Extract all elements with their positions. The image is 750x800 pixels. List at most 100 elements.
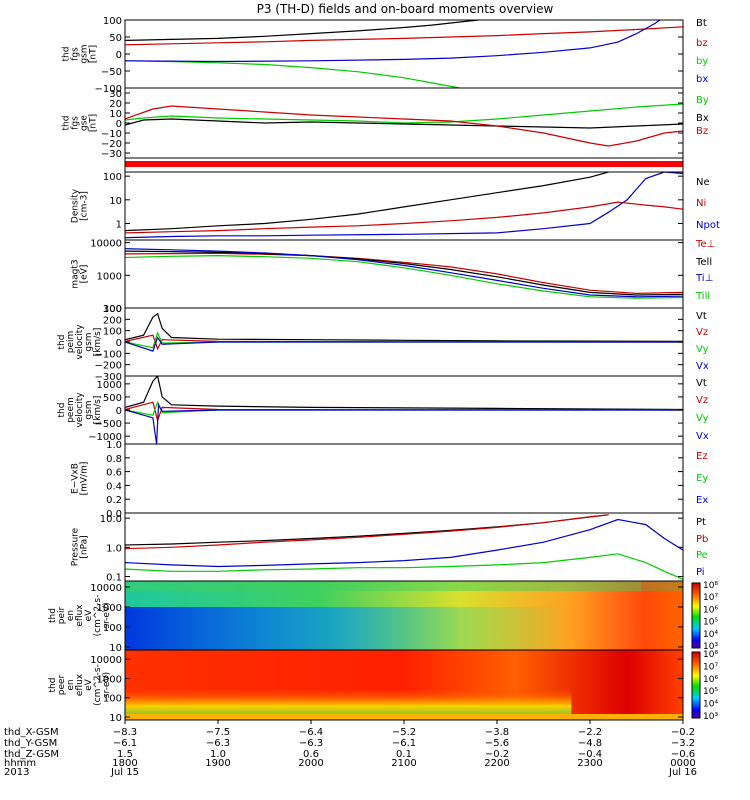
time-position-axis: thd_X-GSMthd_Y-GSMthd_Z-GSMhhmm2013−8.3−…: [4, 720, 697, 778]
series-line-2: [125, 172, 683, 239]
y-tick-label: 10000: [90, 583, 122, 594]
x-tick-value: 0.1: [396, 749, 412, 760]
y-axis-label: (cm^2-s-: [93, 595, 103, 637]
series-line-1: [125, 26, 683, 46]
legend-entry: Te⊥: [695, 239, 715, 250]
y-axis-label: eV: [84, 609, 94, 622]
x-tick-value: 0.6: [303, 749, 319, 760]
x-tick-value: −6.1: [392, 738, 416, 749]
x-tick-value: −3.2: [671, 738, 695, 749]
legend-entry: Vz: [696, 327, 708, 338]
y-tick-label: −100: [95, 84, 122, 95]
legend-entry: Till: [695, 291, 710, 302]
y-axis-label: peem: [66, 397, 76, 423]
x-tick-value: −4.8: [578, 738, 602, 749]
y-tick-label: 1.0: [106, 543, 122, 554]
y-tick-label: 1000: [97, 271, 122, 282]
x-tick-value: Jul 16: [668, 767, 697, 778]
panel-frame: [124, 171, 684, 241]
colorbar-peer_eflux: 10³ 10⁴ 10⁵ 10⁶ 10⁷ 10⁸: [691, 650, 718, 722]
x-tick-value: −6.3: [206, 738, 230, 749]
y-axis-label: eV: [84, 678, 94, 691]
x-tick-value: −2.2: [578, 727, 602, 738]
panel-magt3: Te⊥ Tell Ti⊥ Till 100 1000 10000 magt3 [eV]: [71, 239, 716, 315]
y-tick-label: 100: [103, 327, 122, 338]
spectrogram-low-energy: [125, 607, 683, 650]
y-tick-label: 50: [109, 33, 122, 44]
y-tick-label: 1000: [97, 380, 122, 391]
series-lines: [125, 103, 683, 147]
series-line-2: [125, 60, 460, 88]
colorbar-tick-label: 10⁸: [703, 650, 718, 660]
y-axis-label: peim: [66, 331, 76, 354]
x-tick-value: 1800: [112, 758, 137, 769]
panel-density: Ne Ni Npot 1 10 100 Density [cm-3]: [71, 171, 720, 241]
x-tick-value: Jul 15: [110, 767, 139, 778]
y-tick-label: 0.4: [106, 481, 122, 492]
x-row-label: thd_Y-GSM: [4, 738, 57, 749]
series-line-2: [125, 248, 683, 298]
y-axis-label: sr-eV): [102, 602, 112, 628]
spectrogram-low-energy: [125, 680, 572, 720]
colorbar-tick-label: 10⁴: [703, 630, 718, 640]
y-axis-label: [nPa]: [80, 535, 90, 558]
legend-entry: Ex: [696, 495, 708, 506]
y-tick-label: 10000: [90, 239, 122, 250]
y-axis-label: E−VxB: [71, 463, 81, 494]
y-tick-label: 100: [103, 623, 122, 634]
legend-entry: Ti⊥: [695, 273, 713, 284]
series-lines: [125, 248, 683, 299]
spectrogram-bottom-band: [125, 714, 683, 720]
x-tick-value: −6.1: [113, 738, 137, 749]
x-tick-value: 2100: [391, 758, 416, 769]
y-axis-label: peer: [57, 674, 67, 695]
y-tick-label: 300: [103, 304, 122, 315]
spectrogram-peer_eflux: [125, 650, 683, 720]
y-tick-label: 100: [103, 172, 122, 183]
y-tick-label: −30: [101, 149, 122, 160]
x-tick-value: −5.2: [392, 727, 416, 738]
y-axis-label: eflux: [75, 673, 85, 696]
x-tick-value: 1.5: [117, 749, 133, 760]
y-tick-label: 500: [103, 393, 122, 404]
y-tick-label: 100: [103, 694, 122, 705]
series-line-2: [125, 553, 683, 580]
x-tick-value: −6.4: [299, 727, 323, 738]
colorbar-tick-label: 10⁷: [703, 662, 718, 672]
x-tick-value: −5.6: [485, 738, 509, 749]
y-axis-label: en: [66, 679, 76, 690]
series-line-2: [125, 105, 683, 147]
y-tick-label: 0.1: [106, 572, 122, 583]
y-axis-label: thd: [62, 116, 72, 131]
y-tick-label: 100: [103, 304, 122, 315]
series-line-3: [125, 518, 683, 568]
series-lines: [125, 376, 683, 444]
legend-entry: Vy: [696, 344, 709, 355]
y-tick-label: 30: [109, 89, 122, 100]
series-lines: [125, 172, 683, 239]
panel-red_bar: [124, 157, 684, 173]
panel-frame: [124, 239, 684, 309]
spectrogram-hot-region: [641, 581, 683, 650]
x-tick-value: −8.3: [113, 727, 137, 738]
colorbar-tick-label: 10³: [703, 712, 718, 722]
y-tick-label: 0.2: [106, 495, 122, 506]
x-tick-value: 2300: [577, 758, 602, 769]
y-axis-label: gsm: [84, 400, 94, 419]
legend-entry: Bt: [696, 18, 707, 29]
series-line-1: [125, 118, 683, 129]
y-axis-label: gsm: [80, 44, 90, 63]
y-tick-label: 10: [109, 713, 122, 724]
colorbar-tick-label: 10⁶: [703, 675, 718, 685]
legend-entry: Vx: [696, 431, 709, 442]
y-tick-label: 0: [116, 338, 122, 349]
y-tick-label: 1: [116, 219, 122, 230]
x-tick-value: −6.3: [299, 738, 323, 749]
legend-entry: Vz: [696, 395, 708, 406]
series-line-3: [125, 336, 683, 352]
series-lines: [125, 20, 683, 88]
